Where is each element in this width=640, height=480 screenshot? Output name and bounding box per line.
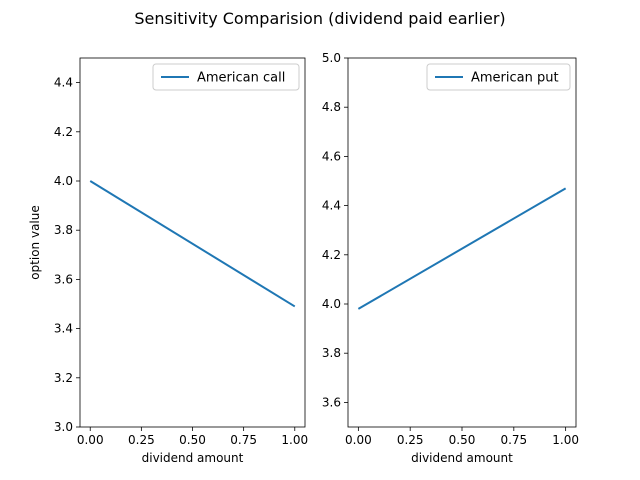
y-tick-label: 4.2 bbox=[54, 125, 73, 139]
y-tick-label: 3.8 bbox=[322, 346, 341, 360]
y-tick-label: 4.6 bbox=[322, 149, 341, 163]
legend-label: American call bbox=[197, 71, 285, 86]
legend-box bbox=[426, 63, 571, 91]
y-tick-label: 3.6 bbox=[322, 395, 341, 409]
x-tick-label: 0.75 bbox=[500, 433, 527, 447]
x-tick-label: 0.75 bbox=[230, 433, 257, 447]
x-axis-label: dividend amount bbox=[411, 451, 513, 465]
y-tick-label: 4.2 bbox=[322, 248, 341, 262]
x-tick-label: 0.50 bbox=[179, 433, 206, 447]
legend-box bbox=[152, 63, 300, 91]
series-line-0-0 bbox=[89, 180, 296, 308]
x-tick-label: 0.00 bbox=[77, 433, 104, 447]
x-axis-label: dividend amount bbox=[142, 451, 244, 465]
series-line-1-0 bbox=[357, 187, 567, 310]
legend-label: American put bbox=[471, 71, 559, 86]
x-tick-label: 0.00 bbox=[345, 433, 372, 447]
right-chart-panel: 0.00 0.25 0.50 0.75 1.00 3.6 3.8 4.0 4.2 4.4 4.6 4.… bbox=[322, 51, 579, 465]
y-tick-label: 3.6 bbox=[54, 272, 73, 286]
y-axis-label: option value bbox=[28, 205, 42, 280]
y-tick-label: 3.0 bbox=[54, 420, 73, 434]
x-tick-label: 0.50 bbox=[449, 433, 476, 447]
y-tick-label: 4.4 bbox=[322, 199, 341, 213]
x-tick-label: 0.25 bbox=[128, 433, 155, 447]
y-tick-label: 3.2 bbox=[54, 371, 73, 385]
y-tick-label: 3.4 bbox=[54, 322, 73, 336]
y-tick-label: 4.4 bbox=[54, 76, 73, 90]
x-tick-label: 1.00 bbox=[552, 433, 579, 447]
y-tick-label: 4.0 bbox=[322, 297, 341, 311]
x-tick-label: 0.25 bbox=[397, 433, 424, 447]
y-tick-label: 5.0 bbox=[322, 51, 341, 65]
y-tick-label: 4.8 bbox=[322, 100, 341, 114]
y-tick-label: 3.8 bbox=[54, 223, 73, 237]
x-tick-label: 1.00 bbox=[281, 433, 308, 447]
figure-title: Sensitivity Comparision (dividend paid e… bbox=[134, 9, 505, 28]
y-tick-label: 4.0 bbox=[54, 174, 73, 188]
left-chart-panel: 0.00 0.25 0.50 0.75 1.00 3.0 3.2 3.4 3.6 3.8 4.0 4.… bbox=[28, 57, 308, 465]
